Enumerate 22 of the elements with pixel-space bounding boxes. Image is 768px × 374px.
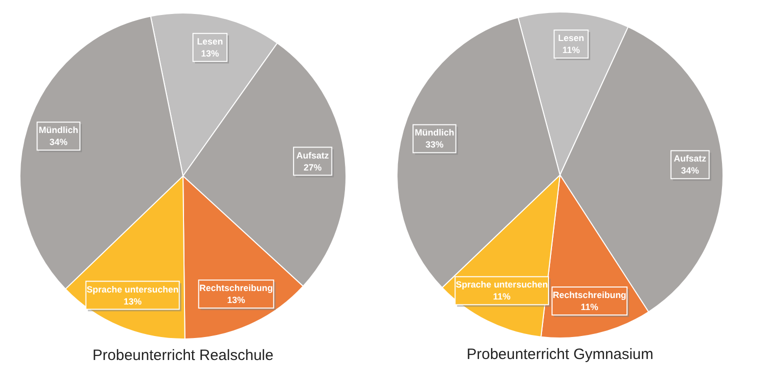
slice-label: Aufsatz: [674, 154, 707, 164]
data-label: 27%: [304, 162, 322, 172]
data-label: 11%: [562, 45, 580, 56]
slice-label: Lesen: [196, 36, 223, 46]
slice-label: Mündlich: [414, 128, 454, 138]
text: Probeunterricht Gymnasium: [466, 346, 654, 363]
data-label: 11%: [580, 302, 598, 312]
slice-label: Rechtschreibung: [199, 283, 273, 294]
data-label: 13%: [124, 296, 142, 306]
slice-label: Mündlich: [38, 125, 78, 136]
slice-label: Sprache untersuchen: [86, 284, 179, 294]
slice-label: Rechtschreibung: [552, 290, 626, 300]
data-label: 34%: [50, 137, 68, 148]
slice-label: Aufsatz: [296, 150, 330, 160]
data-label: 13%: [200, 48, 219, 58]
slice-label: Sprache untersuchen: [456, 280, 548, 290]
text: Probeunterricht Realschule: [92, 347, 274, 364]
data-label: 13%: [227, 295, 246, 306]
slice-label: Lesen: [558, 33, 584, 44]
data-label: 34%: [681, 166, 700, 176]
data-label: 11%: [493, 292, 511, 302]
data-label: 33%: [425, 140, 444, 150]
